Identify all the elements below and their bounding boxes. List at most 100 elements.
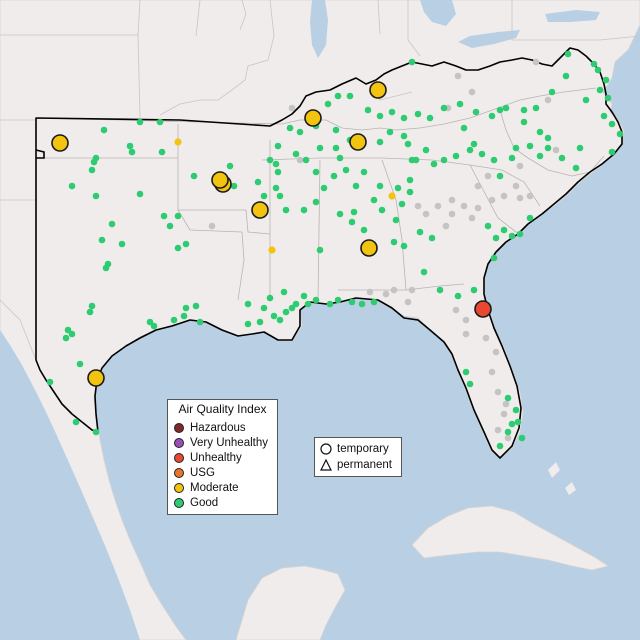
good-monitor[interactable] [600,112,608,120]
good-monitor[interactable] [500,226,508,234]
good-monitor[interactable] [404,140,412,148]
good-monitor[interactable] [596,86,604,94]
good-monitor[interactable] [496,106,504,114]
good-monitor[interactable] [296,128,304,136]
good-monitor[interactable] [292,300,300,308]
good-monitor[interactable] [150,322,158,330]
good-monitor[interactable] [406,176,414,184]
good-monitor[interactable] [64,326,72,334]
good-monitor[interactable] [266,156,274,164]
moderate-monitor[interactable] [388,192,396,200]
good-monitor[interactable] [478,150,486,158]
good-monitor[interactable] [526,142,534,150]
good-monitor[interactable] [392,216,400,224]
moderate-temporary-monitor[interactable] [251,201,269,219]
good-monitor[interactable] [390,238,398,246]
good-monitor[interactable] [100,126,108,134]
good-monitor[interactable] [428,234,436,242]
good-monitor[interactable] [244,300,252,308]
no-data-monitor[interactable] [552,146,560,154]
no-data-monitor[interactable] [492,348,500,356]
no-data-monitor[interactable] [404,298,412,306]
no-data-monitor[interactable] [452,306,460,314]
good-monitor[interactable] [360,226,368,234]
good-monitor[interactable] [336,154,344,162]
good-monitor[interactable] [342,166,350,174]
good-monitor[interactable] [536,152,544,160]
good-monitor[interactable] [470,286,478,294]
moderate-temporary-monitor[interactable] [304,109,322,127]
good-monitor[interactable] [564,50,572,58]
good-monitor[interactable] [230,182,238,190]
good-monitor[interactable] [108,220,116,228]
good-monitor[interactable] [282,206,290,214]
good-monitor[interactable] [334,296,342,304]
good-monitor[interactable] [472,108,480,116]
moderate-temporary-monitor[interactable] [349,133,367,151]
moderate-temporary-monitor[interactable] [369,81,387,99]
no-data-monitor[interactable] [296,156,304,164]
good-monitor[interactable] [420,268,428,276]
no-data-monitor[interactable] [442,222,450,230]
good-monitor[interactable] [532,104,540,112]
good-monitor[interactable] [146,318,154,326]
good-monitor[interactable] [334,92,342,100]
good-monitor[interactable] [156,118,164,126]
no-data-monitor[interactable] [468,88,476,96]
good-monitor[interactable] [102,264,110,272]
good-monitor[interactable] [68,182,76,190]
no-data-monitor[interactable] [500,192,508,200]
good-monitor[interactable] [508,154,516,162]
good-monitor[interactable] [504,428,512,436]
good-monitor[interactable] [394,184,402,192]
good-monitor[interactable] [346,92,354,100]
good-monitor[interactable] [256,318,264,326]
good-monitor[interactable] [514,418,522,426]
good-monitor[interactable] [126,142,134,150]
no-data-monitor[interactable] [468,214,476,222]
good-monitor[interactable] [128,148,136,156]
good-monitor[interactable] [544,134,552,142]
good-monitor[interactable] [408,58,416,66]
good-monitor[interactable] [170,316,178,324]
good-monitor[interactable] [502,104,510,112]
good-monitor[interactable] [488,112,496,120]
good-monitor[interactable] [400,114,408,122]
good-monitor[interactable] [572,164,580,172]
good-monitor[interactable] [160,212,168,220]
no-data-monitor[interactable] [448,210,456,218]
good-monitor[interactable] [276,316,284,324]
good-monitor[interactable] [260,192,268,200]
moderate-temporary-monitor[interactable] [211,171,229,189]
good-monitor[interactable] [324,100,332,108]
no-data-monitor[interactable] [516,194,524,202]
good-monitor[interactable] [182,240,190,248]
no-data-monitor[interactable] [482,334,490,342]
no-data-monitor[interactable] [532,58,540,66]
good-monitor[interactable] [544,144,552,152]
no-data-monitor[interactable] [422,210,430,218]
no-data-monitor[interactable] [448,196,456,204]
good-monitor[interactable] [300,206,308,214]
no-data-monitor[interactable] [502,400,510,408]
good-monitor[interactable] [182,304,190,312]
no-data-monitor[interactable] [474,182,482,190]
good-monitor[interactable] [86,308,94,316]
good-monitor[interactable] [62,334,70,342]
good-monitor[interactable] [300,292,308,300]
good-monitor[interactable] [136,190,144,198]
good-monitor[interactable] [180,312,188,320]
good-monitor[interactable] [440,156,448,164]
good-monitor[interactable] [536,128,544,136]
good-monitor[interactable] [496,172,504,180]
moderate-temporary-monitor[interactable] [360,239,378,257]
good-monitor[interactable] [316,144,324,152]
no-data-monitor[interactable] [434,202,442,210]
good-monitor[interactable] [92,192,100,200]
good-monitor[interactable] [352,182,360,190]
good-monitor[interactable] [312,168,320,176]
good-monitor[interactable] [520,118,528,126]
good-monitor[interactable] [68,330,76,338]
good-monitor[interactable] [386,128,394,136]
good-monitor[interactable] [608,120,616,128]
